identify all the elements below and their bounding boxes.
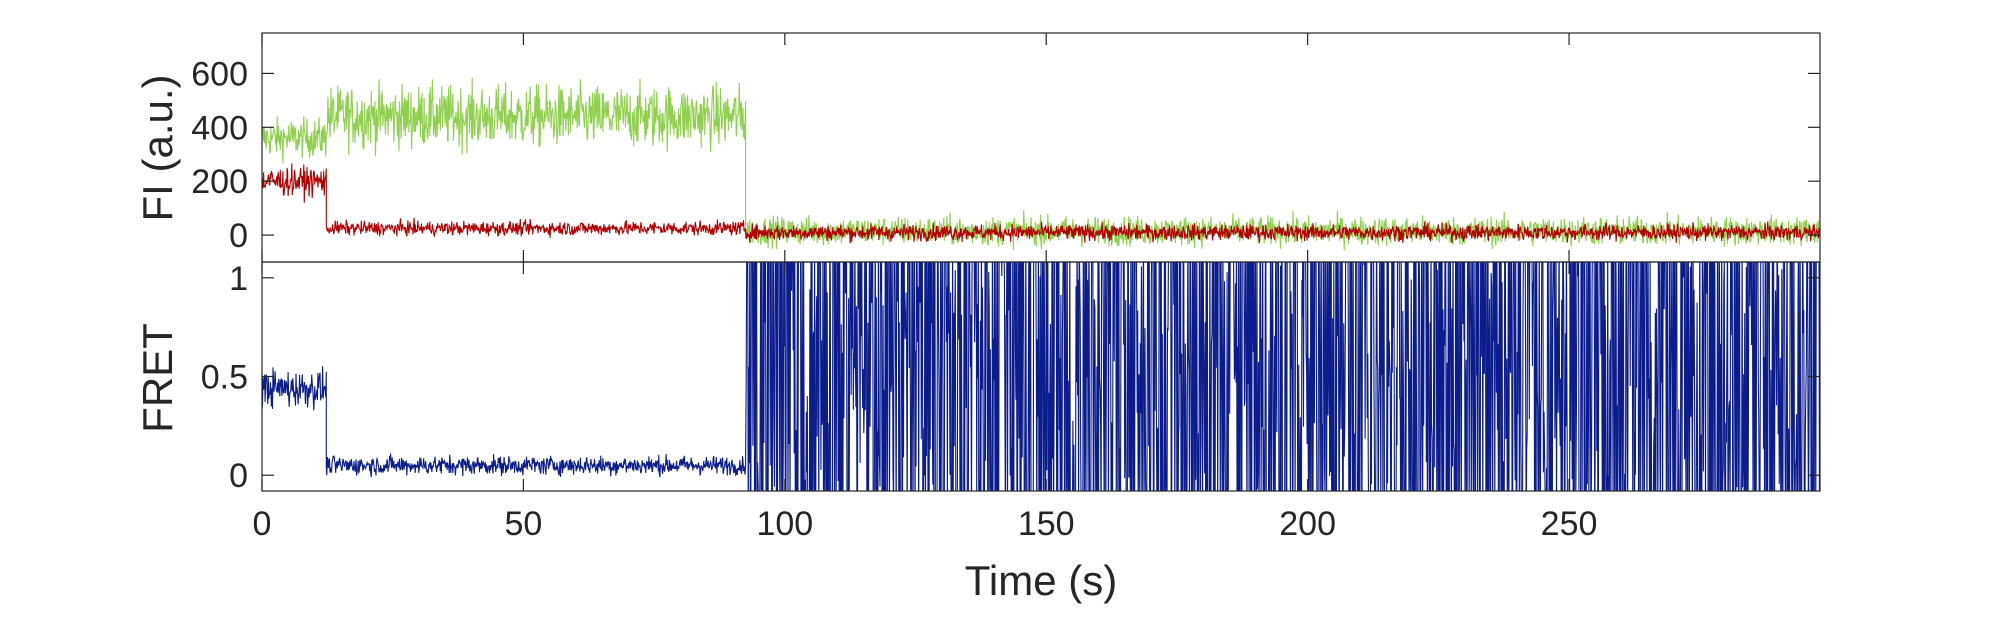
fret-ytick-label: 1 (229, 260, 248, 298)
fluorescence-series-2-line (262, 163, 1820, 244)
fluorescence-ylabel: FI (a.u.) (134, 74, 181, 221)
fret-axis-ticks: 0 0.5 1 0 50 100 150 200 250 (201, 260, 1820, 543)
fret-ytick-label: 0.5 (201, 359, 248, 397)
fret-ylabel: FRET (134, 323, 181, 433)
time-xtick-label: 100 (756, 505, 813, 543)
fluorescence-panel: 0 200 400 600 FI (a.u.) (134, 32, 1821, 263)
time-xtick-label: 50 (504, 505, 542, 543)
fret-ytick-label: 0 (229, 457, 248, 495)
fluorescence-plot-area (262, 77, 1820, 251)
time-xtick-label: 250 (1541, 505, 1598, 543)
fret-plot-frame (261, 261, 1821, 492)
fret-plot-area (262, 262, 1820, 491)
fluorescence-ytick-label: 400 (191, 109, 248, 147)
fluorescence-ytick-label: 200 (191, 163, 248, 201)
time-xtick-label: 150 (1018, 505, 1075, 543)
fret-panel: 0 0.5 1 0 50 100 150 200 250 FRET Time (s) (134, 260, 1821, 604)
fluorescence-ytick-label: 600 (191, 55, 248, 93)
fluorescence-ytick-label: 0 (229, 217, 248, 255)
fluorescence-axis-ticks: 0 200 400 600 (191, 33, 1820, 262)
time-xlabel: Time (s) (965, 557, 1117, 604)
time-xtick-label: 0 (253, 505, 272, 543)
fret-series-1-line (262, 262, 1820, 491)
time-xtick-label: 200 (1279, 505, 1336, 543)
